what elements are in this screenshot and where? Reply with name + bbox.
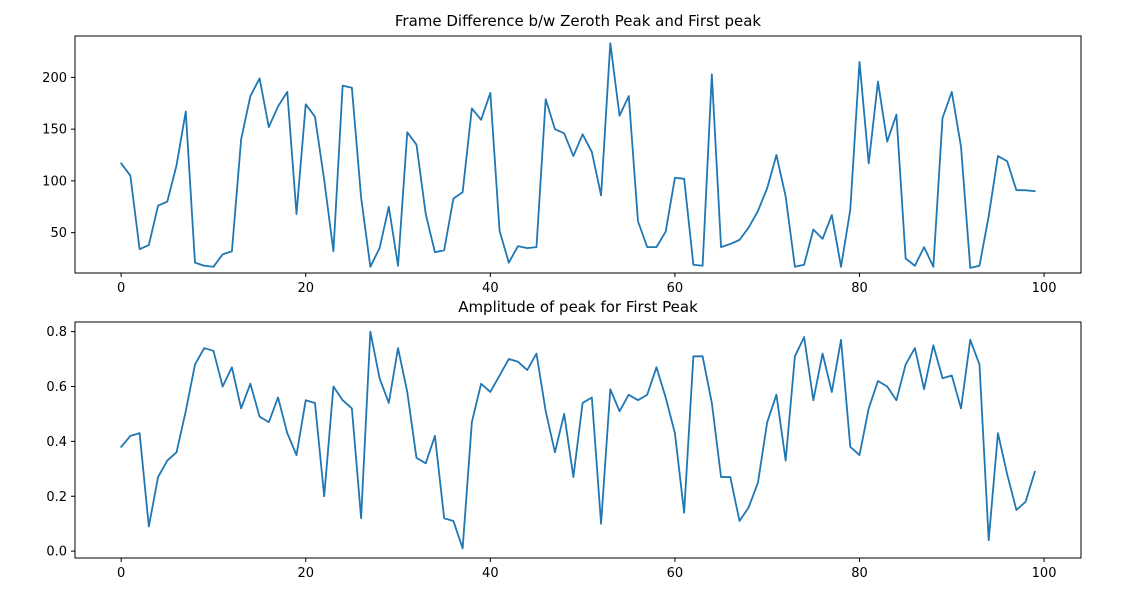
chart-2-xtick-label: 0 — [117, 566, 125, 581]
chart-2: Amplitude of peak for First Peak 0 20 40 60 8… — [46, 298, 1082, 581]
chart-1-title: Frame Difference b/w Zeroth Peak and Fir… — [395, 12, 762, 30]
chart-2-ytick-label: 0.4 — [46, 435, 67, 450]
chart-1-ytick-label: 100 — [42, 174, 67, 189]
chart-2-xtick-label: 60 — [667, 566, 684, 581]
chart-1-xtick-label: 60 — [667, 281, 684, 296]
chart-1-ytick-label: 200 — [42, 71, 67, 86]
chart-2-ytick-label: 0.8 — [46, 325, 67, 340]
chart-1-axes-frame — [74, 35, 1082, 274]
chart-1-series-line-1 — [120, 42, 1036, 269]
chart-2-title: Amplitude of peak for First Peak — [458, 298, 698, 316]
chart-1-xtick-label: 40 — [482, 281, 499, 296]
chart-2-xtick-label: 100 — [1032, 566, 1057, 581]
chart-2-xtick-label: 80 — [851, 566, 868, 581]
chart-2-ytick-label: 0.6 — [46, 380, 67, 395]
chart-2-xtick-label: 40 — [482, 566, 499, 581]
chart-2-series-line-1 — [120, 330, 1036, 550]
chart-2-xtick-label: 20 — [297, 566, 314, 581]
chart-2-axes-frame — [74, 321, 1082, 559]
chart-1-xtick-label: 0 — [117, 281, 125, 296]
chart-1-xtick-label: 20 — [297, 281, 314, 296]
chart-2-ytick-label: 0.2 — [46, 490, 67, 505]
chart-1-xtick-label: 80 — [851, 281, 868, 296]
chart-1-ytick-label: 50 — [50, 226, 67, 241]
chart-1-xtick-label: 100 — [1032, 281, 1057, 296]
chart-1-ytick-label: 150 — [42, 123, 67, 138]
chart-2-ytick-label: 0.0 — [46, 545, 67, 560]
chart-1: Frame Difference b/w Zeroth Peak and Fir… — [42, 12, 1082, 296]
